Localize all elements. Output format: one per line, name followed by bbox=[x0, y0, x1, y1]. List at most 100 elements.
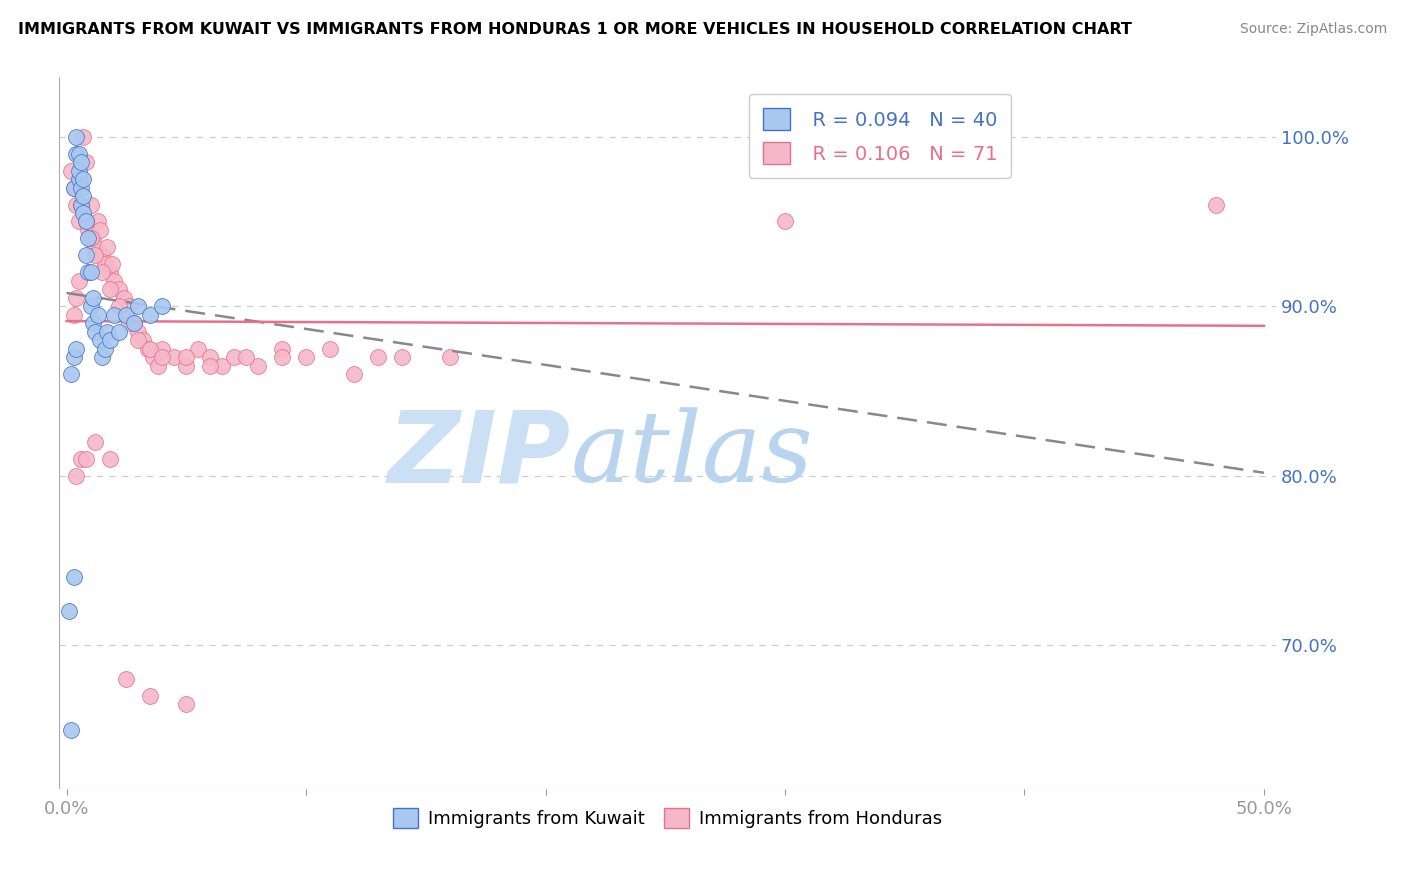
Point bbox=[200, 359, 222, 373]
Point bbox=[127, 325, 149, 339]
Point bbox=[72, 172, 94, 186]
Point bbox=[136, 342, 159, 356]
Point bbox=[65, 291, 87, 305]
Point bbox=[75, 451, 97, 466]
Point bbox=[77, 231, 100, 245]
Point bbox=[67, 214, 90, 228]
Point bbox=[176, 350, 198, 364]
Point bbox=[295, 350, 318, 364]
Point bbox=[271, 342, 294, 356]
Point bbox=[773, 214, 796, 228]
Point bbox=[84, 248, 107, 262]
Point bbox=[122, 316, 145, 330]
Point bbox=[115, 672, 138, 686]
Point bbox=[67, 146, 90, 161]
Point bbox=[86, 308, 108, 322]
Point bbox=[60, 723, 83, 737]
Point bbox=[108, 299, 131, 313]
Point bbox=[367, 350, 389, 364]
Point bbox=[122, 316, 145, 330]
Point bbox=[67, 274, 90, 288]
Point bbox=[200, 350, 222, 364]
Point bbox=[60, 163, 83, 178]
Point bbox=[103, 308, 125, 322]
Point bbox=[139, 342, 162, 356]
Point bbox=[82, 231, 104, 245]
Point bbox=[77, 223, 100, 237]
Point bbox=[91, 350, 114, 364]
Point bbox=[70, 451, 93, 466]
Point bbox=[75, 214, 97, 228]
Point bbox=[82, 316, 104, 330]
Point bbox=[65, 342, 87, 356]
Point bbox=[89, 223, 111, 237]
Point bbox=[139, 689, 162, 703]
Point bbox=[94, 257, 117, 271]
Point bbox=[79, 299, 101, 313]
Point bbox=[62, 180, 84, 194]
Point bbox=[96, 325, 118, 339]
Point bbox=[72, 189, 94, 203]
Point bbox=[70, 155, 93, 169]
Point bbox=[75, 155, 97, 169]
Point bbox=[150, 299, 173, 313]
Point bbox=[112, 291, 135, 305]
Text: Source: ZipAtlas.com: Source: ZipAtlas.com bbox=[1240, 22, 1388, 37]
Point bbox=[62, 180, 84, 194]
Point bbox=[142, 350, 165, 364]
Point bbox=[70, 172, 93, 186]
Point bbox=[65, 197, 87, 211]
Point bbox=[79, 197, 101, 211]
Text: IMMIGRANTS FROM KUWAIT VS IMMIGRANTS FROM HONDURAS 1 OR MORE VEHICLES IN HOUSEHO: IMMIGRANTS FROM KUWAIT VS IMMIGRANTS FRO… bbox=[18, 22, 1132, 37]
Point bbox=[70, 180, 93, 194]
Point bbox=[139, 308, 162, 322]
Point bbox=[391, 350, 413, 364]
Point bbox=[176, 698, 198, 712]
Point bbox=[84, 325, 107, 339]
Point bbox=[84, 240, 107, 254]
Point bbox=[319, 342, 342, 356]
Point bbox=[176, 359, 198, 373]
Point bbox=[67, 163, 90, 178]
Point bbox=[118, 299, 141, 313]
Point bbox=[115, 308, 138, 322]
Point bbox=[235, 350, 257, 364]
Point bbox=[103, 274, 125, 288]
Point bbox=[132, 333, 155, 347]
Point bbox=[224, 350, 246, 364]
Point bbox=[439, 350, 461, 364]
Point bbox=[247, 359, 270, 373]
Point bbox=[70, 197, 93, 211]
Point bbox=[150, 350, 173, 364]
Point bbox=[108, 282, 131, 296]
Point bbox=[211, 359, 233, 373]
Point bbox=[65, 146, 87, 161]
Point bbox=[163, 350, 186, 364]
Point bbox=[1205, 197, 1227, 211]
Point bbox=[79, 265, 101, 279]
Point bbox=[91, 265, 114, 279]
Point bbox=[77, 265, 100, 279]
Point bbox=[89, 333, 111, 347]
Point bbox=[343, 367, 366, 381]
Point bbox=[98, 265, 121, 279]
Point bbox=[271, 350, 294, 364]
Point bbox=[86, 214, 108, 228]
Point bbox=[67, 172, 90, 186]
Point bbox=[94, 342, 117, 356]
Point bbox=[70, 197, 93, 211]
Point bbox=[79, 231, 101, 245]
Point bbox=[62, 308, 84, 322]
Legend: Immigrants from Kuwait, Immigrants from Honduras: Immigrants from Kuwait, Immigrants from … bbox=[387, 802, 949, 834]
Point bbox=[127, 299, 149, 313]
Point bbox=[91, 248, 114, 262]
Point bbox=[98, 282, 121, 296]
Point bbox=[146, 359, 169, 373]
Point bbox=[118, 316, 141, 330]
Point bbox=[187, 342, 209, 356]
Point bbox=[108, 325, 131, 339]
Point bbox=[127, 333, 149, 347]
Point bbox=[72, 129, 94, 144]
Point bbox=[62, 350, 84, 364]
Point bbox=[96, 240, 118, 254]
